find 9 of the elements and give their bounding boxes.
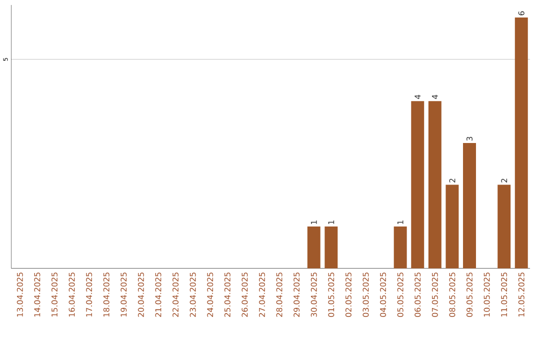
bar [514,17,528,268]
bar [446,184,459,268]
bar [394,226,407,268]
bar [307,226,320,268]
bar [324,226,338,268]
bar [498,184,511,268]
bar [428,101,442,268]
bar [411,101,424,268]
bar [463,142,476,268]
